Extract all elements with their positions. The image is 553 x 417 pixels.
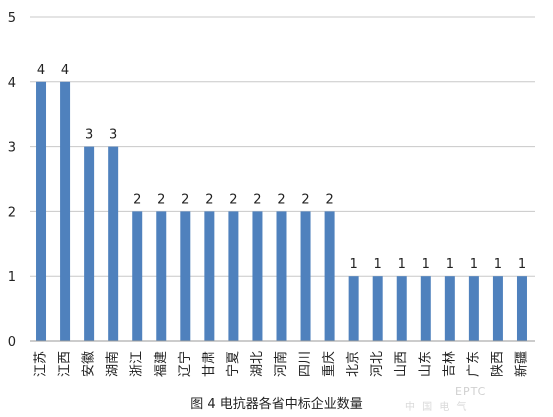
x-tick-label: 宁夏: [225, 351, 241, 377]
bar: [204, 211, 215, 341]
bar: [444, 276, 455, 341]
bar: [372, 276, 383, 341]
data-label: 2: [157, 192, 165, 207]
data-label: 4: [37, 63, 45, 78]
x-tick-label: 四川: [298, 351, 313, 377]
data-label: 1: [374, 257, 382, 272]
data-label: 2: [253, 192, 261, 207]
x-tick-label: 湖南: [105, 351, 121, 377]
data-label: 4: [61, 63, 69, 78]
bar: [108, 146, 119, 341]
y-tick-label: 0: [8, 335, 16, 350]
x-tick-label: 江苏: [33, 351, 49, 377]
bar: [276, 211, 287, 341]
x-tick-label: 山东: [418, 351, 433, 377]
bar: [60, 81, 71, 342]
data-label: 3: [109, 128, 117, 143]
x-tick-label: 广东: [466, 351, 481, 377]
bar: [132, 211, 143, 341]
bar: [300, 211, 311, 341]
x-tick-label: 山西: [394, 351, 409, 377]
x-tick-label: 河南: [273, 351, 289, 377]
watermark-text: 中 国 电 气: [405, 402, 469, 413]
data-label: 3: [85, 128, 93, 143]
bar: [516, 276, 527, 341]
bar: [252, 211, 263, 341]
y-tick-label: 5: [8, 11, 16, 26]
x-tick-label: 新疆: [513, 351, 529, 377]
x-tick-label: 浙江: [130, 351, 145, 377]
data-label: 1: [422, 257, 430, 272]
data-label: 2: [277, 192, 285, 207]
data-label: 1: [470, 257, 478, 272]
data-label: 2: [325, 192, 333, 207]
y-tick-label: 4: [8, 76, 16, 91]
x-tick-label: 湖北: [250, 351, 265, 377]
bar: [468, 276, 479, 341]
x-tick-label: 江西: [58, 351, 73, 377]
watermark-logo: EPTC: [455, 385, 487, 398]
data-label: 2: [301, 192, 309, 207]
data-label: 1: [494, 257, 502, 272]
x-tick-label: 吉林: [442, 351, 457, 377]
figure-caption: 图 4 电抗器各省中标企业数量: [190, 397, 363, 412]
data-label: 2: [205, 192, 213, 207]
bar: [492, 276, 503, 341]
x-tick-label: 北京: [346, 351, 361, 377]
y-tick-label: 1: [8, 270, 16, 285]
bar: [156, 211, 167, 341]
data-label: 1: [446, 257, 454, 272]
y-tick-label: 2: [8, 205, 16, 220]
bar: [348, 276, 359, 341]
y-tick-label: 3: [8, 141, 16, 156]
data-label: 1: [398, 257, 406, 272]
bar: [420, 276, 431, 341]
bar: [396, 276, 407, 341]
data-label: 2: [133, 192, 141, 207]
x-tick-label: 辽宁: [177, 351, 193, 377]
x-tick-label: 甘肃: [202, 351, 217, 377]
bar: [228, 211, 239, 341]
x-tick-label: 重庆: [321, 351, 337, 377]
x-tick-label: 福建: [154, 351, 169, 377]
x-tick-label: 安徽: [82, 351, 97, 377]
bar: [324, 211, 335, 341]
x-tick-label: 河北: [370, 351, 385, 377]
x-tick-label: 陕西: [490, 351, 505, 377]
data-label: 2: [181, 192, 189, 207]
bar: [84, 146, 95, 341]
data-label: 1: [350, 257, 358, 272]
bar: [36, 81, 47, 342]
data-label: 1: [518, 257, 526, 272]
data-label: 2: [229, 192, 237, 207]
bar: [180, 211, 191, 341]
